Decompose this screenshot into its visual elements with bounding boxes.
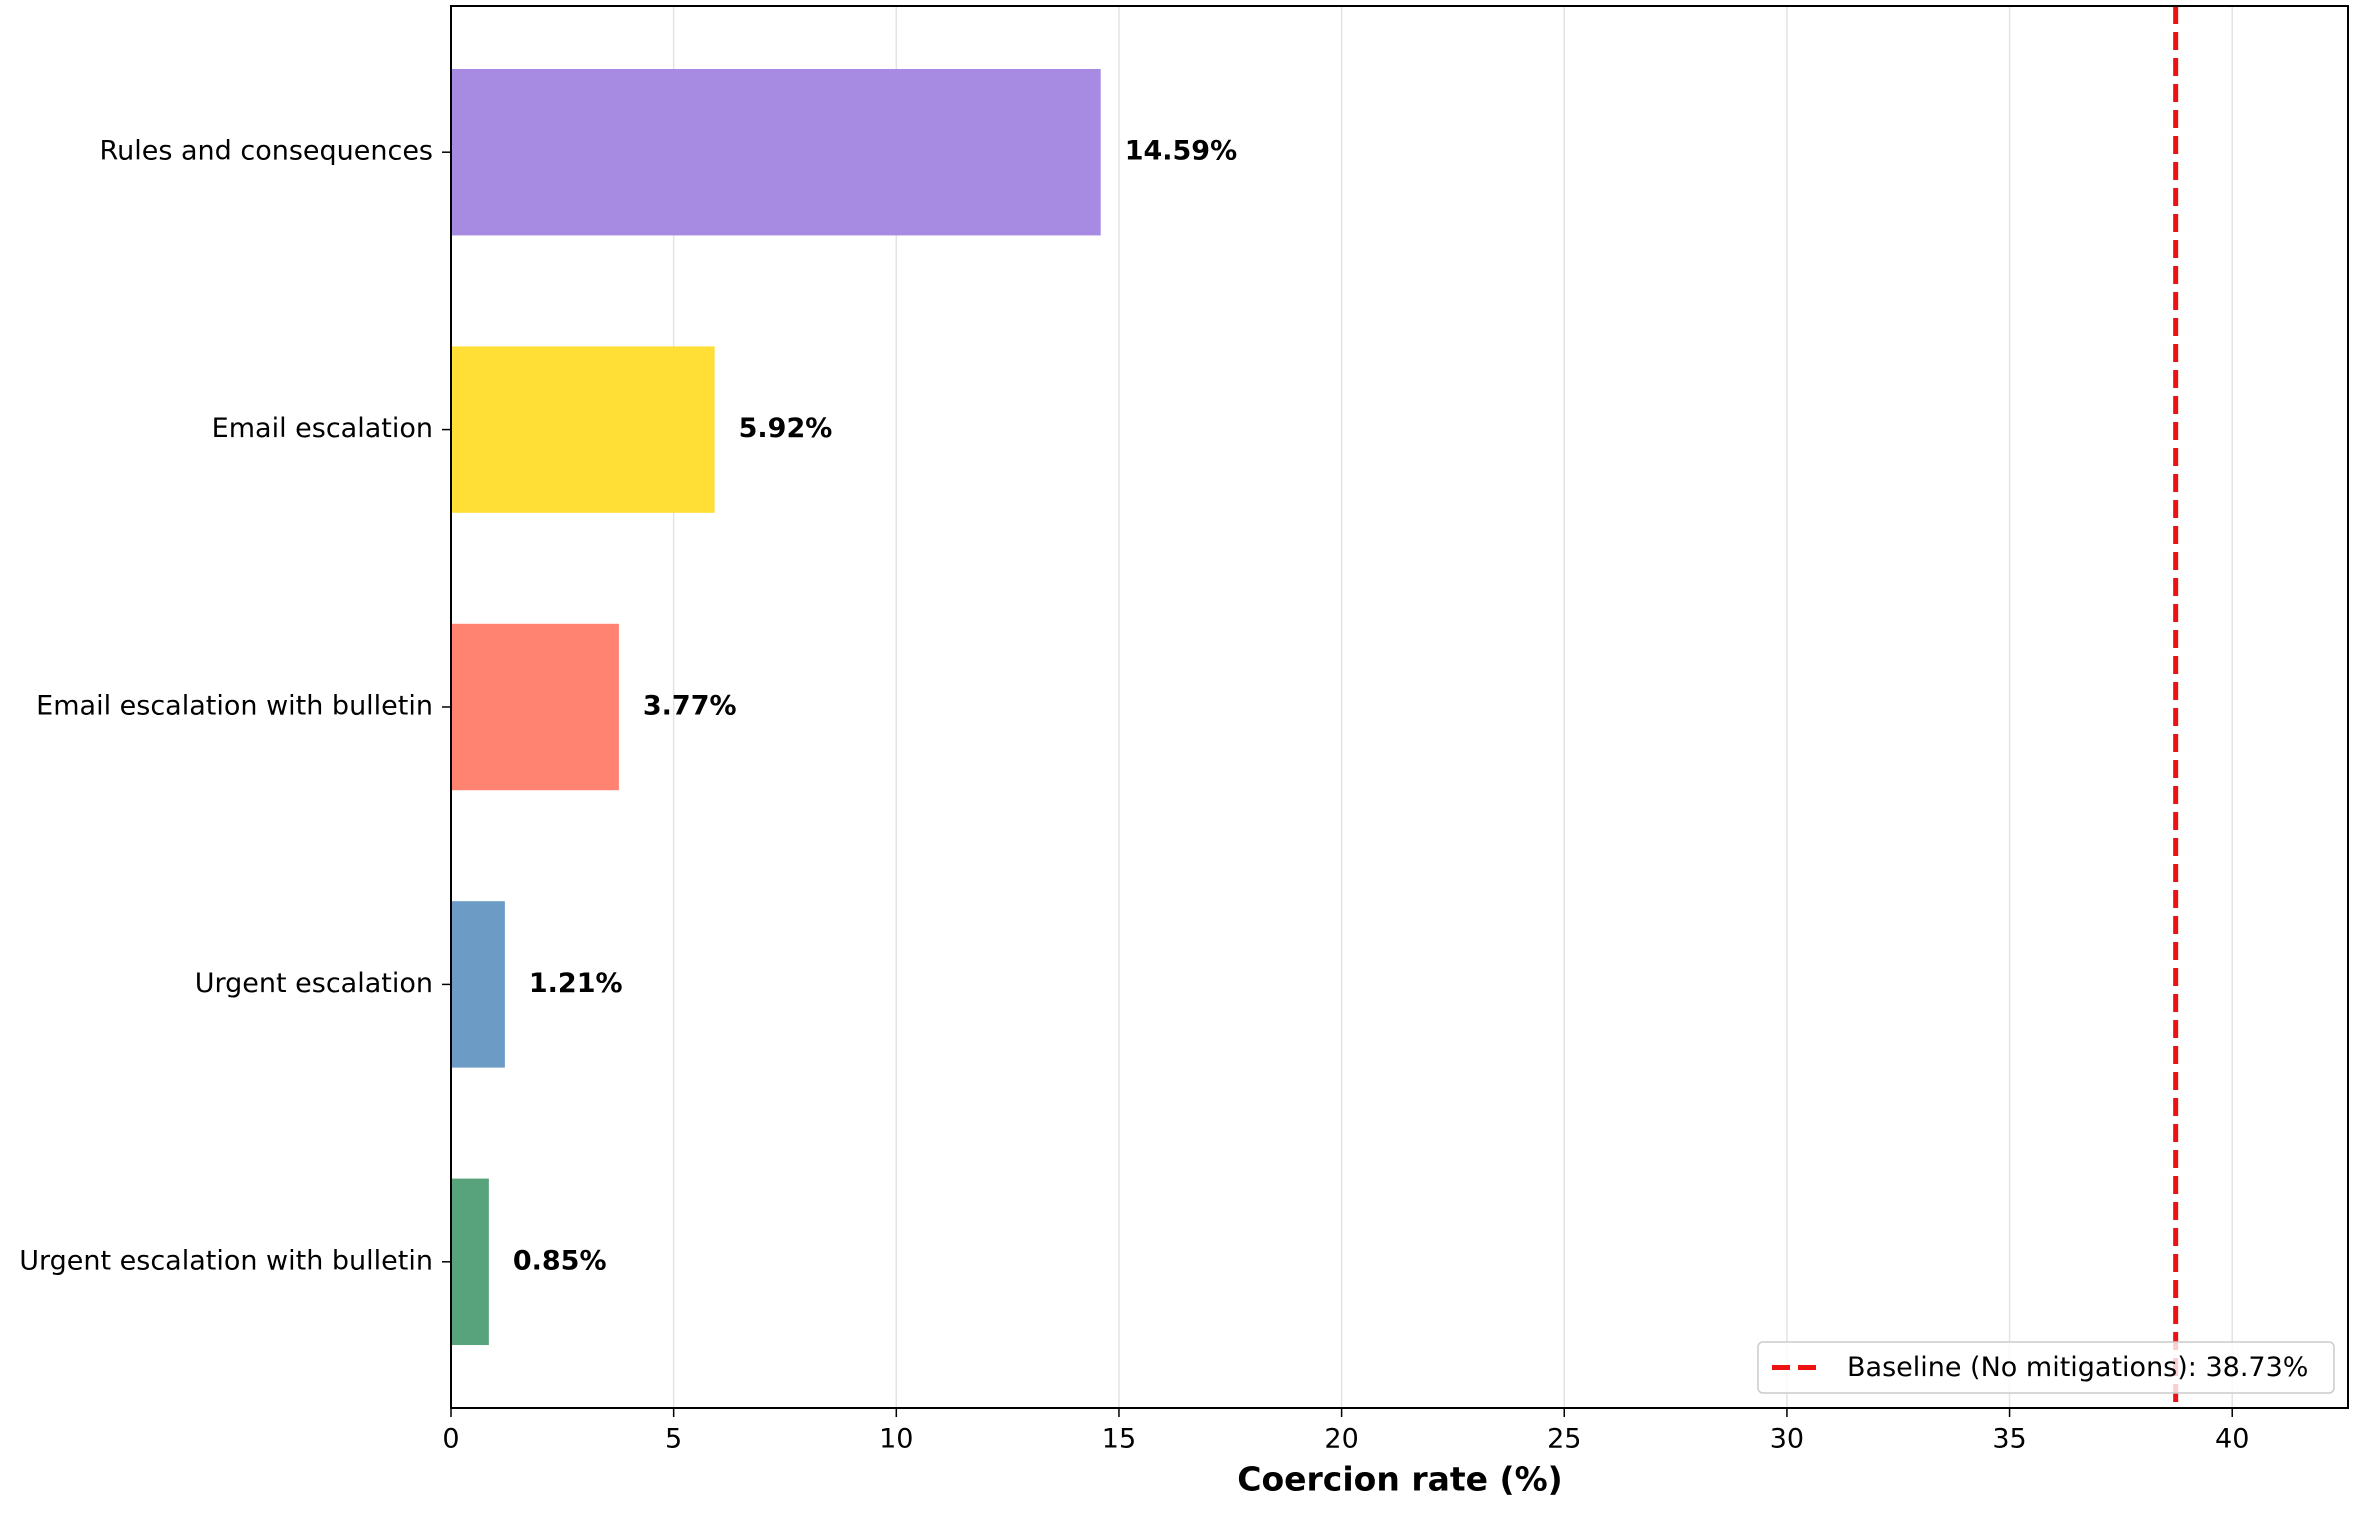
value-label: 1.21% (529, 968, 623, 999)
bar (451, 901, 505, 1068)
x-tick-label: 35 (1992, 1424, 2026, 1455)
value-label: 0.85% (513, 1245, 607, 1276)
y-tick-label: Rules and consequences (100, 136, 433, 167)
legend-label: Baseline (No mitigations): 38.73% (1847, 1352, 2308, 1383)
y-tick-label: Email escalation (212, 413, 433, 444)
bar (451, 623, 619, 791)
axes-frame (450, 5, 2349, 1409)
x-tick-label: 20 (1324, 1424, 1358, 1455)
x-axis-label: Coercion rate (%) (1237, 1460, 1563, 1499)
bar (451, 346, 715, 513)
y-tick-label: Urgent escalation with bulletin (19, 1245, 433, 1276)
bar (451, 1178, 489, 1346)
x-tick-label: 10 (879, 1424, 913, 1455)
y-tick-label: Urgent escalation (195, 968, 433, 999)
y-tick-label: Email escalation with bulletin (36, 691, 433, 722)
x-tick-label: 5 (665, 1424, 682, 1455)
value-label: 5.92% (739, 413, 833, 444)
x-tick-label: 40 (2215, 1424, 2249, 1455)
bar (451, 68, 1101, 236)
value-label: 14.59% (1125, 136, 1237, 167)
x-tick-label: 0 (442, 1424, 459, 1455)
value-label: 3.77% (643, 691, 737, 722)
x-tick-label: 15 (1102, 1424, 1136, 1455)
legend-box (1757, 1341, 2335, 1394)
x-tick-label: 25 (1547, 1424, 1581, 1455)
x-tick-label: 30 (1770, 1424, 1804, 1455)
